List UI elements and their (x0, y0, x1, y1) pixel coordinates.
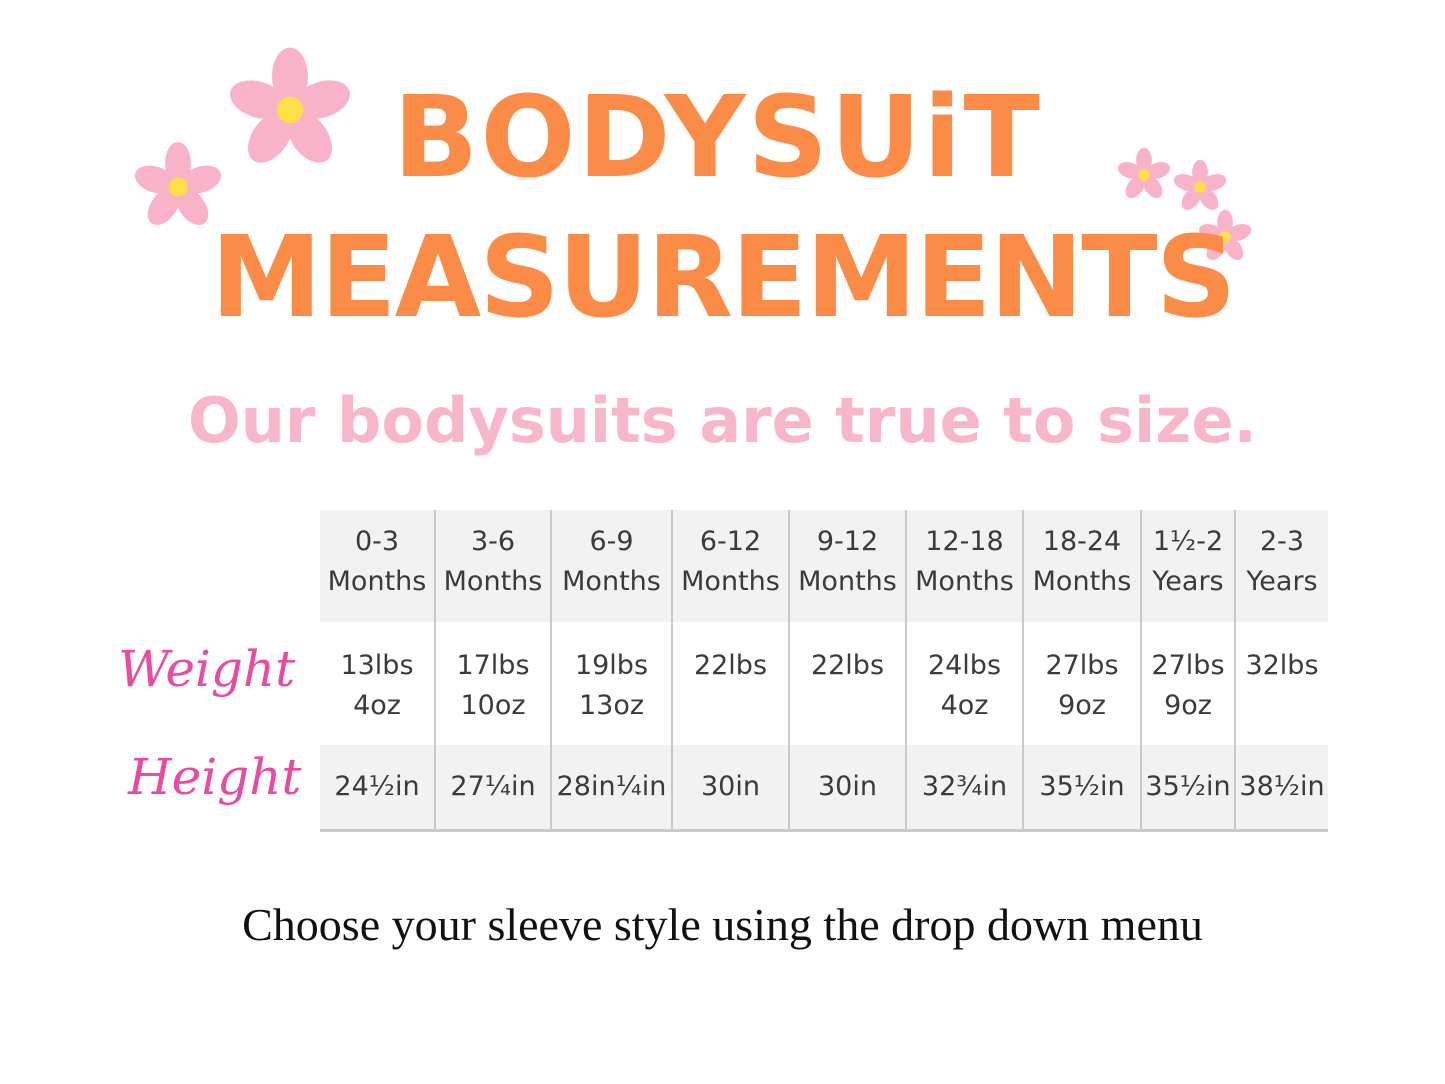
size-range: 6-12 (699, 526, 762, 557)
height-label: Height (128, 748, 302, 806)
size-header-cell: 6-9 Months (550, 510, 672, 622)
size-header-cell: 0-3 Months (320, 510, 435, 622)
weight-lbs: 17lbs (456, 650, 530, 681)
weight-lbs: 27lbs (1045, 650, 1119, 681)
height-cell: 35½in (1022, 745, 1141, 832)
title-line-1: BODYSUiT (393, 73, 1042, 203)
size-header-cell: 18-24 Months (1022, 510, 1141, 622)
weight-cell: 32lbs (1234, 622, 1328, 745)
height-cell: 24½in (320, 745, 435, 832)
size-header-cell: 3-6 Months (434, 510, 551, 622)
size-header-cell: 6-12 Months (671, 510, 789, 622)
subtitle: Our bodysuits are true to size. (188, 384, 1257, 457)
weight-oz: 4oz (940, 690, 989, 721)
height-cell: 30in (671, 745, 789, 832)
weight-oz: 4oz (353, 690, 401, 721)
height-value: 28in¼in (556, 771, 667, 802)
weight-lbs: 22lbs (693, 650, 768, 681)
height-value: 35½in (1039, 771, 1125, 802)
size-unit: Months (1032, 566, 1132, 597)
height-value: 30in (818, 771, 877, 802)
size-header-cell: 2-3 Years (1234, 510, 1328, 622)
height-value: 35½in (1145, 771, 1231, 802)
weight-cell: 13lbs 4oz (320, 622, 435, 745)
size-range: 12-18 (925, 526, 1004, 557)
weight-lbs: 24lbs (927, 650, 1002, 681)
weight-row: 13lbs 4oz 17lbs 10oz 19lbs 13oz 22lbs 22lbs 24lb… (320, 622, 1328, 745)
weight-oz: 9oz (1164, 690, 1212, 721)
height-cell: 28in¼in (550, 745, 672, 832)
size-unit: Years (1246, 566, 1318, 597)
weight-cell: 27lbs 9oz (1140, 622, 1235, 745)
weight-lbs: 27lbs (1151, 650, 1225, 681)
height-value: 27¼in (450, 771, 536, 802)
weight-lbs: 13lbs (340, 650, 414, 681)
size-unit: Years (1152, 566, 1224, 597)
weight-lbs: 19lbs (574, 650, 649, 681)
size-header-cell: 9-12 Months (788, 510, 906, 622)
height-value: 32¾in (921, 771, 1008, 802)
weight-label: Weight (118, 640, 296, 698)
weight-oz: 10oz (460, 690, 526, 721)
title-line-2: MEASUREMENTS (210, 213, 1237, 343)
height-cell: 32¾in (905, 745, 1023, 832)
footer-note: Choose your sleeve style using the drop … (242, 899, 1203, 950)
weight-cell: 22lbs (671, 622, 789, 745)
size-unit: Months (443, 566, 543, 597)
height-value: 24½in (334, 771, 420, 802)
weight-cell: 22lbs (788, 622, 906, 745)
size-range: 3-6 (470, 526, 516, 557)
size-range: 0-3 (354, 526, 400, 557)
size-range: 6-9 (589, 526, 634, 557)
size-unit: Months (915, 566, 1014, 597)
size-table: 0-3 Months 3-6 Months 6-9 Months 6-12 Months 9-1… (320, 510, 1328, 832)
size-unit: Months (681, 566, 780, 597)
height-value: 30in (701, 771, 760, 802)
weight-lbs: 32lbs (1245, 650, 1319, 681)
height-cell: 38½in (1234, 745, 1328, 832)
height-cell: 35½in (1140, 745, 1235, 832)
size-unit: Months (798, 566, 897, 597)
weight-oz: 9oz (1058, 690, 1106, 721)
size-unit: Months (562, 566, 661, 597)
height-cell: 27¼in (434, 745, 551, 832)
weight-lbs: 22lbs (810, 650, 885, 681)
weight-cell: 27lbs 9oz (1022, 622, 1141, 745)
size-range: 1½-2 (1152, 526, 1224, 557)
size-header-cell: 12-18 Months (905, 510, 1023, 622)
size-range: 2-3 (1259, 526, 1305, 557)
weight-cell: 17lbs 10oz (434, 622, 551, 745)
weight-oz: 13oz (578, 690, 645, 721)
header-row: 0-3 Months 3-6 Months 6-9 Months 6-12 Months 9-1… (320, 510, 1328, 622)
weight-cell: 24lbs 4oz (905, 622, 1023, 745)
height-row: 24½in 27¼in 28in¼in 30in 30in 32¾in 35½in 35½in… (320, 745, 1328, 832)
size-unit: Months (327, 566, 427, 597)
height-cell: 30in (788, 745, 906, 832)
size-header-cell: 1½-2 Years (1140, 510, 1235, 622)
weight-cell: 19lbs 13oz (550, 622, 672, 745)
height-value: 38½in (1239, 771, 1325, 802)
size-range: 18-24 (1042, 526, 1122, 557)
size-range: 9-12 (816, 526, 879, 557)
